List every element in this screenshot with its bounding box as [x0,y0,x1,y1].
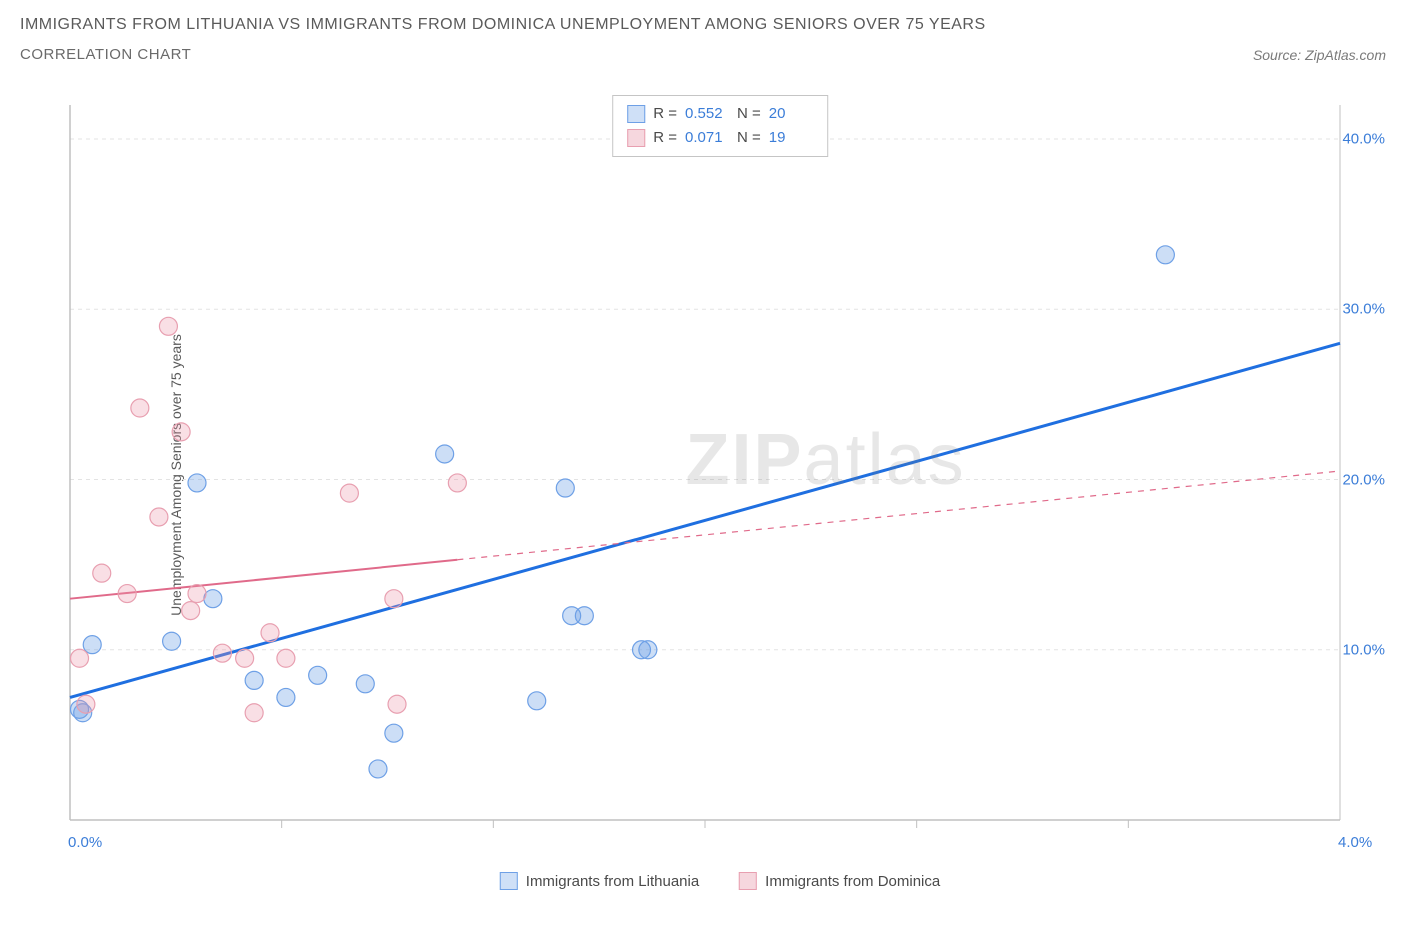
stats-row: R = 0.552 N = 20 [627,102,813,126]
stat-r-label: R = [653,102,677,126]
chart-source: Source: ZipAtlas.com [1253,47,1386,63]
stat-n-value: 19 [769,126,813,150]
legend-item: Immigrants from Dominica [739,872,940,890]
y-tick-label: 10.0% [1342,641,1385,658]
series-swatch [627,105,645,123]
correlation-stats-box: R = 0.552 N = 20 R = 0.071 N = 19 [612,95,828,157]
chart-area: Unemployment Among Seniors over 75 years… [60,95,1380,855]
y-tick-label: 40.0% [1342,131,1385,148]
legend-swatch [500,872,518,890]
stats-row: R = 0.071 N = 19 [627,126,813,150]
y-tick-label: 30.0% [1342,301,1385,318]
x-tick-label: 0.0% [68,834,102,851]
chart-subtitle: CORRELATION CHART [20,46,191,63]
chart-title: IMMIGRANTS FROM LITHUANIA VS IMMIGRANTS … [20,16,1386,34]
stat-n-value: 20 [769,102,813,126]
legend-label: Immigrants from Lithuania [526,873,699,890]
series-swatch [627,129,645,147]
stat-r-value: 0.552 [685,102,729,126]
y-tick-label: 20.0% [1342,471,1385,488]
legend-label: Immigrants from Dominica [765,873,940,890]
x-tick-label: 4.0% [1338,834,1372,851]
stat-r-value: 0.071 [685,126,729,150]
subtitle-row: CORRELATION CHART Source: ZipAtlas.com [20,46,1386,63]
stat-n-label: N = [737,102,761,126]
chart-legend: Immigrants from Lithuania Immigrants from… [500,872,940,890]
legend-item: Immigrants from Lithuania [500,872,699,890]
legend-swatch [739,872,757,890]
stat-n-label: N = [737,126,761,150]
chart-header: IMMIGRANTS FROM LITHUANIA VS IMMIGRANTS … [0,0,1406,71]
stat-r-label: R = [653,126,677,150]
scatter-plot-svg [60,95,1380,855]
